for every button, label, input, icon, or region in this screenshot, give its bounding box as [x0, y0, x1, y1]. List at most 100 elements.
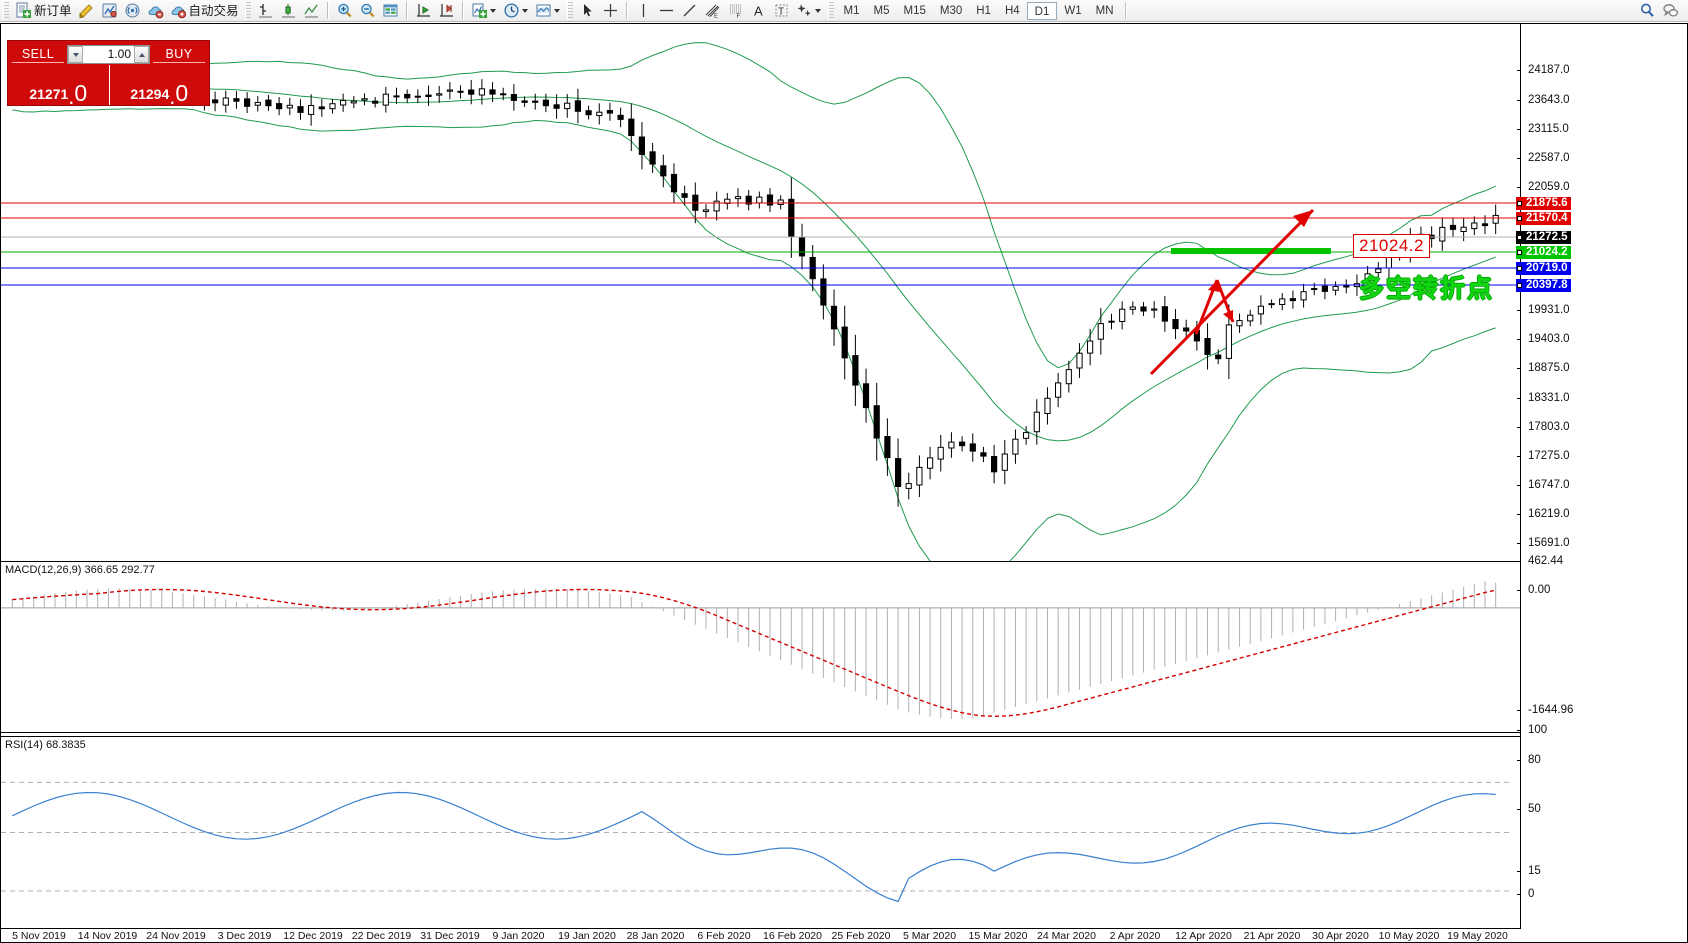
search-button[interactable] — [1636, 1, 1659, 21]
timeframe-d1[interactable]: D1 — [1026, 1, 1058, 20]
rsi-pane[interactable]: RSI(14) 68.3835 — [1, 736, 1521, 930]
text-tool[interactable]: A — [747, 1, 770, 21]
indicators-button[interactable] — [468, 1, 500, 21]
signals-button[interactable] — [121, 1, 144, 21]
macd-tick-max-label: 462.44 — [1528, 555, 1564, 567]
data-window-button[interactable] — [379, 1, 402, 21]
macd-pane[interactable]: MACD(12,26,9) 366.65 292.77 — [1, 561, 1521, 733]
timeframe-m5[interactable]: M5 — [873, 4, 890, 17]
toolbar-grip-4[interactable] — [827, 1, 834, 20]
line-chart-icon — [303, 4, 318, 18]
price-marker[interactable]: 20719.0 — [1516, 262, 1571, 275]
label-tool[interactable]: T — [770, 1, 793, 21]
time-axis-label: 16 Feb 2020 — [763, 930, 822, 942]
rsi-tick-15-label: 15 — [1528, 865, 1541, 877]
price-marker-handle-icon[interactable] — [1517, 282, 1522, 288]
buy-label[interactable]: BUY — [153, 47, 205, 63]
price-marker-handle-icon[interactable] — [1517, 200, 1522, 206]
bar-chart-button[interactable] — [254, 1, 277, 21]
zoom-out-button[interactable] — [356, 1, 379, 21]
sell-price-main: 21271 — [29, 86, 69, 102]
toolbar-grip-2[interactable] — [244, 1, 251, 20]
price-tick: 19931.0 — [1517, 304, 1570, 316]
signals-icon — [125, 3, 140, 18]
periods-button[interactable] — [500, 1, 532, 21]
price-tick-label: 18875.0 — [1528, 362, 1570, 374]
price-marker-handle-icon[interactable] — [1517, 265, 1522, 271]
horizontal-line-tool[interactable] — [655, 1, 678, 21]
zoom-in-button[interactable] — [333, 1, 356, 21]
chevron-down-icon-4[interactable] — [814, 2, 822, 19]
chart-shift-button[interactable] — [435, 1, 458, 21]
price-tick: 17275.0 — [1517, 450, 1570, 462]
shapes-tool[interactable] — [793, 1, 825, 21]
toolbar-grip[interactable] — [3, 1, 9, 20]
price-tick-label: 23115.0 — [1528, 123, 1569, 135]
auto-scroll-button[interactable] — [412, 1, 435, 21]
price-marker-handle-icon[interactable] — [1517, 249, 1522, 255]
timeframe-m1[interactable]: M1 — [843, 4, 860, 17]
templates-button[interactable] — [532, 1, 564, 21]
price-marker[interactable]: 21570.4 — [1516, 212, 1571, 225]
timeframe-m30[interactable]: M30 — [939, 4, 963, 17]
price-marker[interactable]: 21875.6 — [1516, 197, 1571, 210]
rsi-tick-100-label: 100 — [1528, 724, 1548, 736]
price-marker[interactable]: 21272.5 — [1516, 231, 1571, 244]
sell-label[interactable]: SELL — [12, 47, 64, 63]
vertical-line-icon — [642, 4, 644, 17]
timeframe-w1[interactable]: W1 — [1064, 4, 1082, 17]
volume-value[interactable]: 1.00 — [107, 47, 131, 61]
price-marker-handle-icon[interactable] — [1517, 234, 1522, 240]
timeframe-h1[interactable]: H1 — [976, 4, 991, 17]
toolbar-grip-3[interactable] — [566, 1, 573, 20]
candlestick-chart-button[interactable] — [277, 1, 300, 21]
price-pane[interactable] — [1, 24, 1521, 583]
chevron-down-icon[interactable] — [489, 2, 497, 19]
price-scale[interactable]: 24187.0 23643.0 23115.0 22587.0 22059.0 19931… — [1516, 24, 1687, 942]
crosshair-tool[interactable] — [599, 1, 622, 21]
timeframe-h4[interactable]: H4 — [1004, 4, 1020, 17]
community-chat-button[interactable] — [1659, 1, 1682, 21]
equidistant-channel-tool[interactable]: E — [701, 1, 724, 21]
price-marker-label: 21024.2 — [1526, 246, 1568, 258]
auto-trading-button[interactable]: 自动交易 — [167, 1, 242, 21]
price-marker[interactable]: 20397.8 — [1516, 279, 1571, 292]
chevron-down-icon-3[interactable] — [553, 2, 561, 19]
market-button[interactable] — [144, 1, 167, 21]
one-click-trading-panel[interactable]: SELL 1.00 BUY 21271 . 0 21294 . 0 — [7, 40, 210, 109]
price-tick: 17803.0 — [1517, 421, 1570, 433]
volume-increment-button[interactable] — [134, 46, 149, 63]
price-tick-label: 24187.0 — [1528, 64, 1570, 76]
trendline-tool[interactable] — [678, 1, 701, 21]
timeframe-mn[interactable]: MN — [1095, 4, 1114, 17]
price-marker[interactable]: 21024.2 — [1516, 246, 1571, 259]
price-marker-handle-icon[interactable] — [1517, 215, 1522, 221]
fibonacci-tool[interactable]: F — [724, 1, 747, 21]
chart-window[interactable]: ▲ JPN225-,Daily 20947.5 21347.5 20917.5 … — [0, 23, 1688, 943]
vertical-line-tool[interactable] — [632, 1, 655, 21]
volume-stepper[interactable]: 1.00 — [67, 45, 150, 64]
buy-price-dot: . — [169, 84, 176, 109]
sell-button[interactable]: 21271 . 0 — [8, 65, 109, 108]
metaeditor-button[interactable] — [75, 1, 98, 21]
time-axis-label: 31 Dec 2019 — [420, 930, 480, 942]
macd-tick-zero-label: 0.00 — [1528, 584, 1551, 596]
svg-text:F: F — [736, 14, 740, 19]
line-chart-button[interactable] — [300, 1, 323, 21]
chat-icon — [1663, 4, 1679, 17]
annotation-price-box: 21024.2 — [1353, 234, 1430, 258]
cursor-tool[interactable] — [576, 1, 599, 21]
auto-trading-label: 自动交易 — [188, 3, 239, 18]
rsi-tick-100: 100 — [1516, 724, 1548, 736]
new-order-button[interactable]: 新订单 — [12, 1, 75, 21]
buy-button[interactable]: 21294 . 0 — [108, 65, 210, 109]
timeframe-m15[interactable]: M15 — [903, 4, 926, 17]
toolbar-separator-3 — [461, 2, 464, 19]
price-tick-label: 15691.0 — [1528, 537, 1570, 549]
price-tick-label: 18331.0 — [1528, 392, 1570, 404]
expert-advisors-button[interactable] — [98, 1, 121, 21]
time-axis-label: 12 Apr 2020 — [1175, 930, 1232, 942]
price-tick: 18875.0 — [1517, 362, 1570, 374]
volume-decrement-button[interactable] — [68, 46, 83, 63]
chevron-down-icon-2[interactable] — [521, 2, 529, 19]
